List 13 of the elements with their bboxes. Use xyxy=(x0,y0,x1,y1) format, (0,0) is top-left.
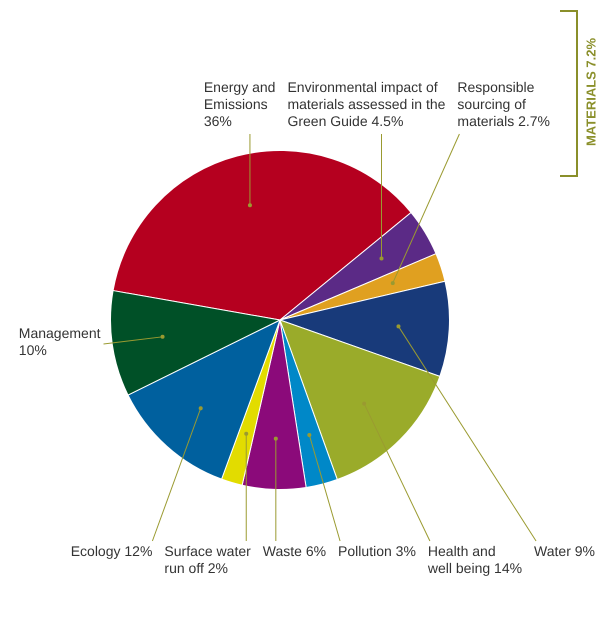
data-label: 10% xyxy=(18,342,47,358)
slice-label: Environmental impact of materials assessed in the Green Guide 4.5% xyxy=(287,78,446,129)
slice-label: Management xyxy=(18,324,101,341)
slice-label: Energy and Emissions xyxy=(204,78,276,112)
slice-label: Surface water run off 2% xyxy=(164,542,252,576)
slice-label: Ecology 12% xyxy=(70,542,152,559)
slice-label: Health and well being 14% xyxy=(426,542,522,576)
text: MATERIALS 7.2% xyxy=(584,38,599,146)
slice-label: Waste 6% xyxy=(262,542,326,559)
slice-label: Pollution 3% xyxy=(338,542,416,559)
data-label: 36% xyxy=(204,112,232,129)
slice-label: Responsible sourcing of materials 2.7% xyxy=(457,78,550,129)
slice-label: Water 9% xyxy=(534,542,596,559)
